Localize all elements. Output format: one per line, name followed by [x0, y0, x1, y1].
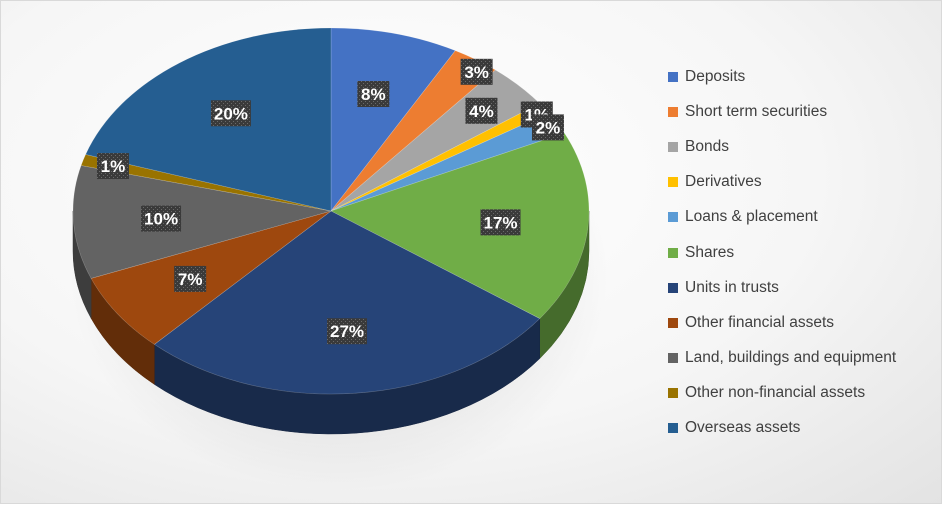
data-label-box-3: [465, 97, 498, 124]
legend-swatch: [668, 353, 678, 364]
legend-swatch: [668, 388, 678, 399]
data-label-2: 3%: [464, 63, 489, 82]
data-label-box-10: [96, 153, 129, 180]
legend-item: Overseas assets: [668, 411, 938, 446]
pie-slice-8: [90, 210, 332, 345]
legend-item: Land, buildings and equipment: [668, 341, 938, 376]
legend-item: Deposits: [668, 59, 938, 94]
legend-label: Bonds: [685, 137, 729, 155]
data-label-3: 4%: [469, 102, 494, 121]
legend-label: Shares: [685, 243, 735, 261]
data-label-10: 1%: [101, 157, 126, 176]
legend-item: Shares: [668, 235, 938, 270]
pie-slice-1: [330, 27, 456, 212]
data-label-box-5: [531, 114, 564, 141]
legend-label: Units in trusts: [685, 278, 779, 296]
pie-slice-7: [153, 210, 541, 395]
legend-label: Overseas assets: [685, 419, 801, 437]
data-label-box-7: [327, 318, 368, 345]
legend-item: Short term securities: [668, 94, 938, 129]
legend-swatch: [668, 106, 678, 117]
legend-item: Other non-financial assets: [668, 376, 938, 411]
legend-label: Loans & placement: [685, 208, 818, 226]
legend-swatch: [668, 282, 678, 293]
data-label-6: 17%: [484, 213, 518, 232]
pie-data-labels: 8%3%4%1%2%17%27%7%10%1%20%: [96, 58, 564, 345]
legend-item: Bonds: [668, 129, 938, 164]
data-label-box-8: [174, 265, 207, 292]
data-label-box-1: [357, 81, 390, 108]
pie-slice-11: [85, 27, 332, 212]
legend-swatch: [668, 247, 678, 258]
data-label-9: 10%: [144, 210, 178, 229]
legend-item: Derivatives: [668, 165, 938, 200]
legend-item: Units in trusts: [668, 270, 938, 305]
data-label-8: 7%: [178, 270, 203, 289]
data-label-5: 2%: [536, 118, 561, 137]
legend-swatch: [668, 177, 678, 188]
legend-swatch: [668, 71, 678, 82]
legend-label: Short term securities: [685, 102, 828, 120]
legend-swatch: [668, 317, 678, 328]
data-label-7: 27%: [330, 322, 364, 341]
legend-item: Other financial assets: [668, 305, 938, 340]
pie-sides: [72, 210, 590, 435]
data-label-box-6: [480, 209, 521, 236]
legend-label: Other financial assets: [685, 313, 835, 331]
pie-slice-6: [330, 132, 590, 319]
legend-label: Deposits: [685, 67, 746, 85]
pie-slices: [72, 27, 590, 395]
pie-slice-9: [72, 165, 332, 279]
legend-label: Land, buildings and equipment: [685, 349, 897, 367]
legend-item: Loans & placement: [668, 200, 938, 235]
legend-swatch: [668, 423, 678, 434]
data-label-box-9: [141, 205, 182, 232]
legend: Deposits Short term securities Bonds Deriva…: [668, 59, 938, 446]
data-label-box-2: [460, 58, 493, 85]
legend-swatch: [668, 141, 678, 152]
data-label-box-11: [210, 100, 251, 127]
legend-label: Other non-financial assets: [685, 384, 866, 402]
data-label-1: 8%: [361, 85, 386, 104]
legend-swatch: [668, 212, 678, 223]
data-label-11: 20%: [214, 104, 248, 123]
pie-slice-10: [80, 154, 332, 212]
legend-label: Derivatives: [685, 173, 762, 191]
